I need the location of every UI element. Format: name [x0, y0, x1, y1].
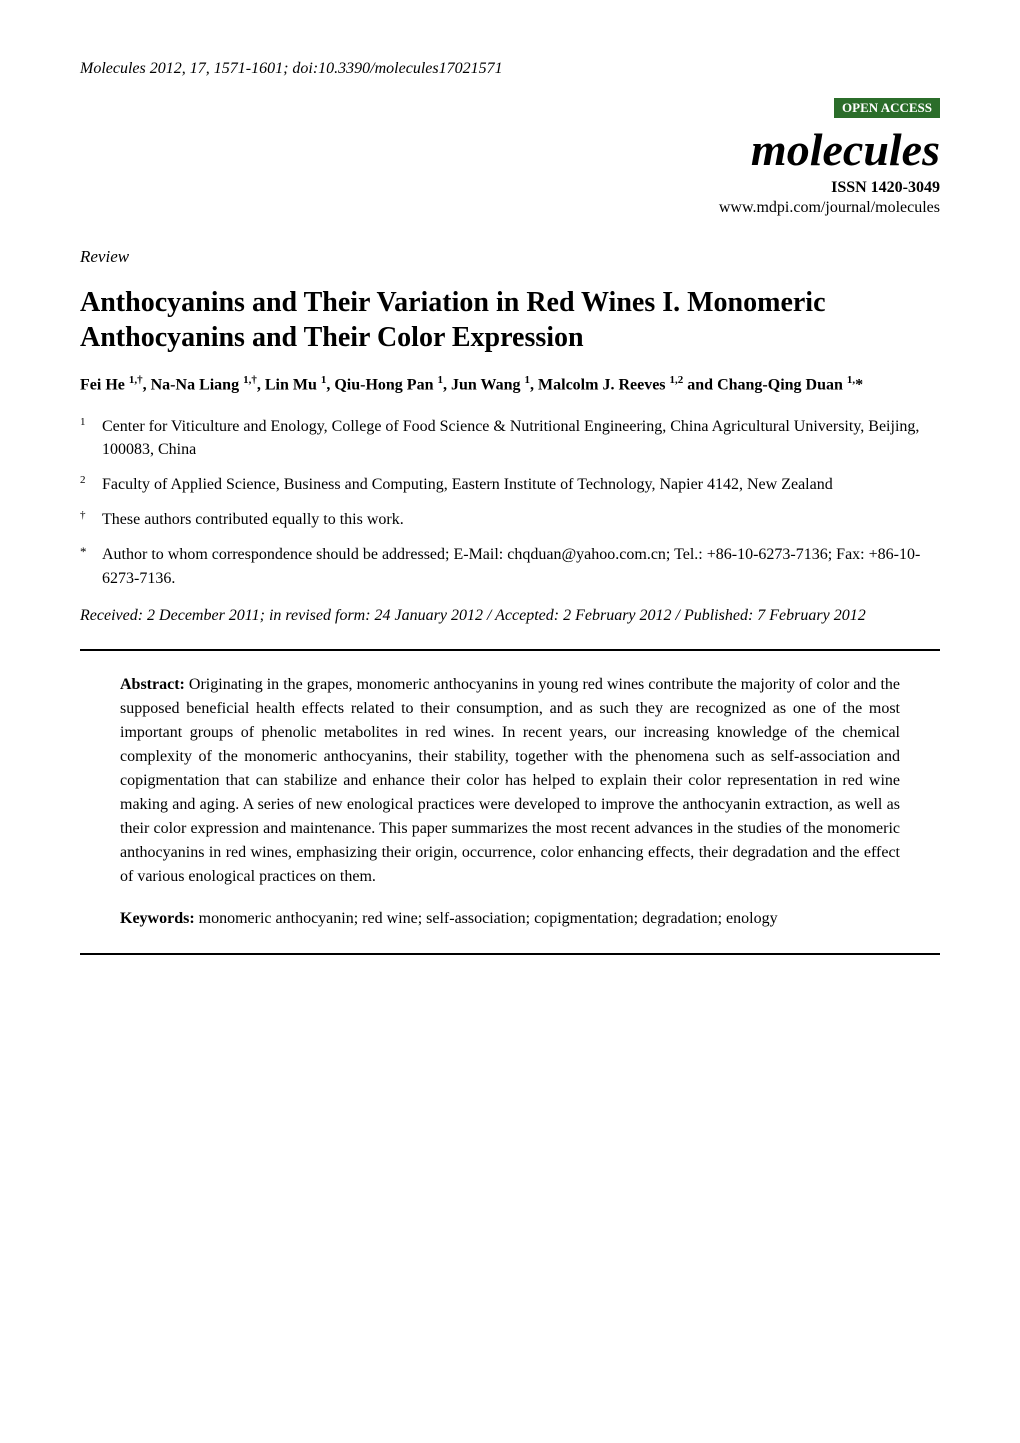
contribution-note: † These authors contributed equally to t… [80, 508, 940, 531]
affiliation-text: Center for Viticulture and Enology, Coll… [102, 415, 940, 461]
header-citation: Molecules 2012, 17, 1571-1601; doi:10.33… [80, 60, 940, 78]
journal-issn: ISSN 1420-3049 [80, 179, 940, 197]
contribution-text: These authors contributed equally to thi… [102, 508, 940, 531]
article-title: Anthocyanins and Their Variation in Red … [80, 285, 940, 355]
affiliation-number: 2 [80, 474, 86, 486]
horizontal-separator [80, 649, 940, 651]
keywords-body: monomeric anthocyanin; red wine; self-as… [199, 910, 778, 927]
author-list: Fei He 1,†, Na-Na Liang 1,†, Lin Mu 1, Q… [80, 373, 940, 397]
affiliation-number: 1 [80, 416, 86, 428]
article-type-label: Review [80, 247, 940, 267]
journal-name: molecules [80, 123, 940, 176]
affiliation-item: 1 Center for Viticulture and Enology, Co… [80, 415, 940, 461]
horizontal-separator [80, 953, 940, 955]
corresponding-symbol: * [80, 544, 87, 559]
contribution-symbol: † [80, 509, 86, 521]
abstract-section: Abstract: Originating in the grapes, mon… [80, 673, 940, 931]
journal-header-block: OPEN ACCESS molecules ISSN 1420-3049 www… [80, 98, 940, 217]
corresponding-author-note: * Author to whom correspondence should b… [80, 543, 940, 589]
keywords-label: Keywords: [120, 910, 195, 927]
affiliation-list: 1 Center for Viticulture and Enology, Co… [80, 415, 940, 497]
affiliation-item: 2 Faculty of Applied Science, Business a… [80, 473, 940, 496]
open-access-badge: OPEN ACCESS [834, 98, 940, 118]
abstract-label: Abstract: [120, 676, 185, 693]
abstract-body: Originating in the grapes, monomeric ant… [120, 676, 900, 885]
corresponding-text: Author to whom correspondence should be … [102, 543, 940, 589]
affiliation-text: Faculty of Applied Science, Business and… [102, 473, 940, 496]
journal-website: www.mdpi.com/journal/molecules [80, 199, 940, 217]
article-dates: Received: 2 December 2011; in revised fo… [80, 604, 940, 627]
abstract-paragraph: Abstract: Originating in the grapes, mon… [120, 673, 900, 889]
keywords-paragraph: Keywords: monomeric anthocyanin; red win… [120, 907, 900, 931]
